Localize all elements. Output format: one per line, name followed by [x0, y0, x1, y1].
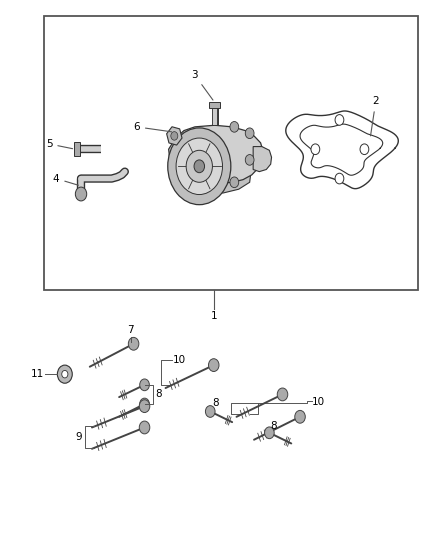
Circle shape	[230, 177, 239, 188]
Text: 8: 8	[212, 399, 219, 408]
Circle shape	[140, 379, 149, 391]
Text: 8: 8	[271, 422, 277, 431]
Text: 2: 2	[371, 96, 379, 136]
Circle shape	[245, 128, 254, 139]
Circle shape	[57, 365, 72, 383]
Bar	[74, 142, 80, 156]
Text: 10: 10	[173, 355, 186, 365]
Circle shape	[186, 150, 212, 182]
Circle shape	[277, 388, 288, 401]
Circle shape	[295, 410, 305, 423]
Text: 5: 5	[46, 139, 73, 149]
Text: 8: 8	[155, 390, 162, 399]
Circle shape	[168, 128, 231, 205]
Circle shape	[230, 122, 239, 132]
Polygon shape	[253, 147, 272, 172]
Circle shape	[128, 337, 139, 350]
Bar	[44, 16, 418, 290]
Text: 1: 1	[210, 311, 217, 320]
Circle shape	[335, 173, 344, 184]
Bar	[209, 102, 220, 108]
Circle shape	[171, 132, 178, 140]
Polygon shape	[169, 125, 263, 183]
Circle shape	[205, 406, 215, 417]
Circle shape	[139, 421, 150, 434]
Circle shape	[62, 370, 68, 378]
Text: 9: 9	[76, 432, 82, 442]
Circle shape	[208, 359, 219, 372]
Circle shape	[265, 427, 274, 439]
Circle shape	[140, 398, 149, 410]
Polygon shape	[184, 165, 252, 193]
Text: 7: 7	[127, 325, 134, 335]
Circle shape	[360, 144, 369, 155]
Text: 6: 6	[133, 122, 172, 132]
Circle shape	[311, 144, 320, 155]
Circle shape	[194, 160, 205, 173]
Text: 3: 3	[191, 70, 213, 100]
Circle shape	[245, 155, 254, 165]
Text: 11: 11	[31, 369, 44, 379]
Circle shape	[176, 138, 223, 195]
Text: 4: 4	[53, 174, 78, 185]
Circle shape	[139, 400, 150, 413]
Circle shape	[335, 115, 344, 125]
Circle shape	[75, 187, 87, 201]
Text: 10: 10	[312, 398, 325, 407]
